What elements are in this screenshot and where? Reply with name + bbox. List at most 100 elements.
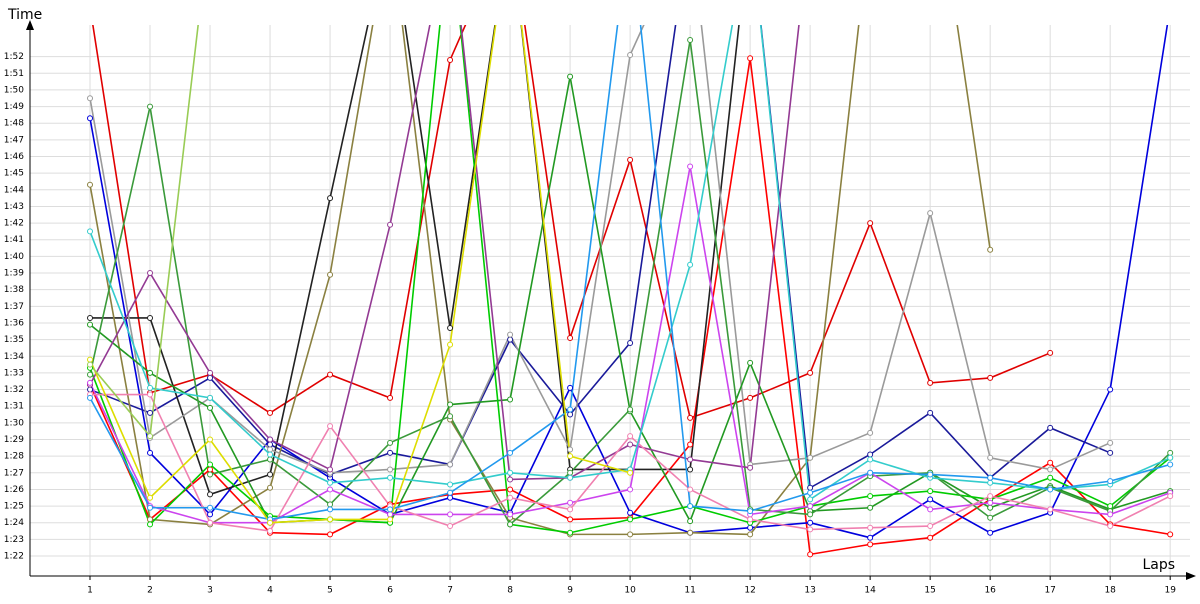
series-line xyxy=(90,25,740,496)
point xyxy=(327,466,334,473)
point xyxy=(447,511,454,518)
point xyxy=(567,529,574,536)
series-line xyxy=(89,25,1111,474)
point xyxy=(867,220,874,227)
point xyxy=(807,484,814,491)
point xyxy=(207,404,214,411)
y-tick-label: 1:48 xyxy=(4,119,24,129)
point xyxy=(1107,511,1114,518)
point xyxy=(747,516,754,523)
point xyxy=(327,531,334,538)
point xyxy=(387,439,394,446)
point xyxy=(447,413,454,420)
y-tick-label: 1:23 xyxy=(4,535,24,545)
point xyxy=(327,423,334,430)
point xyxy=(267,456,274,463)
series-line xyxy=(89,25,631,524)
point xyxy=(327,271,334,278)
point xyxy=(807,526,814,533)
plot-area xyxy=(87,25,1174,558)
x-tick-label: 11 xyxy=(684,586,695,596)
y-tick-label: 1:26 xyxy=(4,485,24,495)
point xyxy=(327,506,334,513)
point xyxy=(987,246,994,253)
point xyxy=(927,496,934,503)
y-tick-label: 1:52 xyxy=(4,52,24,62)
point xyxy=(447,489,454,496)
y-tick-label: 1:44 xyxy=(4,185,24,195)
point xyxy=(747,524,754,531)
x-tick-label: 19 xyxy=(1164,586,1176,596)
x-tick-label: 7 xyxy=(447,586,453,596)
point xyxy=(987,479,994,486)
y-tick-label: 1:46 xyxy=(4,152,24,162)
point xyxy=(447,461,454,468)
point xyxy=(807,369,814,376)
point xyxy=(867,451,874,458)
point xyxy=(627,469,634,476)
point xyxy=(147,384,154,391)
point xyxy=(987,493,994,500)
point xyxy=(627,51,634,58)
point xyxy=(87,386,94,393)
y-tick-label: 1:51 xyxy=(4,69,24,79)
x-tick-label: 17 xyxy=(1044,586,1055,596)
point xyxy=(87,95,94,102)
point xyxy=(1107,503,1114,510)
point xyxy=(147,494,154,501)
point xyxy=(1167,449,1174,456)
point xyxy=(627,509,634,516)
point xyxy=(87,115,94,122)
point xyxy=(567,499,574,506)
point xyxy=(747,394,754,401)
y-tick-label: 1:47 xyxy=(4,135,24,145)
x-tick-label: 9 xyxy=(567,586,573,596)
point xyxy=(867,524,874,531)
y-tick-label: 1:39 xyxy=(4,269,24,279)
x-arrow xyxy=(1186,572,1196,580)
point xyxy=(627,156,634,163)
y-arrow xyxy=(26,20,34,30)
x-tick-label: 16 xyxy=(984,586,996,596)
x-tick-label: 12 xyxy=(744,586,755,596)
point xyxy=(507,511,514,518)
point xyxy=(387,466,394,473)
point xyxy=(147,449,154,456)
y-tick-label: 1:50 xyxy=(4,85,24,95)
y-tick-label: 1:24 xyxy=(4,518,24,528)
y-tick-label: 1:28 xyxy=(4,452,24,462)
point xyxy=(927,488,934,495)
point xyxy=(987,454,994,461)
point xyxy=(687,163,694,170)
point xyxy=(687,529,694,536)
point xyxy=(1107,478,1114,485)
point xyxy=(147,409,154,416)
point xyxy=(1047,506,1054,513)
y-tick-label: 1:49 xyxy=(4,102,24,112)
point xyxy=(867,534,874,541)
point xyxy=(1167,461,1174,468)
point xyxy=(987,474,994,481)
point xyxy=(567,474,574,481)
point xyxy=(267,451,274,458)
x-tick-label: 18 xyxy=(1104,586,1116,596)
point xyxy=(987,499,994,506)
point xyxy=(387,511,394,518)
point xyxy=(687,518,694,525)
x-tick-label: 10 xyxy=(624,586,636,596)
point xyxy=(927,523,934,530)
y-tick-label: 1:27 xyxy=(4,468,24,478)
point xyxy=(927,534,934,541)
point xyxy=(207,466,214,473)
point xyxy=(687,486,694,493)
point xyxy=(87,314,94,321)
point xyxy=(387,474,394,481)
point xyxy=(207,369,214,376)
point xyxy=(1047,349,1054,356)
point xyxy=(87,321,94,328)
point xyxy=(507,494,514,501)
point xyxy=(87,361,94,368)
point xyxy=(1047,474,1054,481)
point xyxy=(207,461,214,468)
point xyxy=(1047,486,1054,493)
